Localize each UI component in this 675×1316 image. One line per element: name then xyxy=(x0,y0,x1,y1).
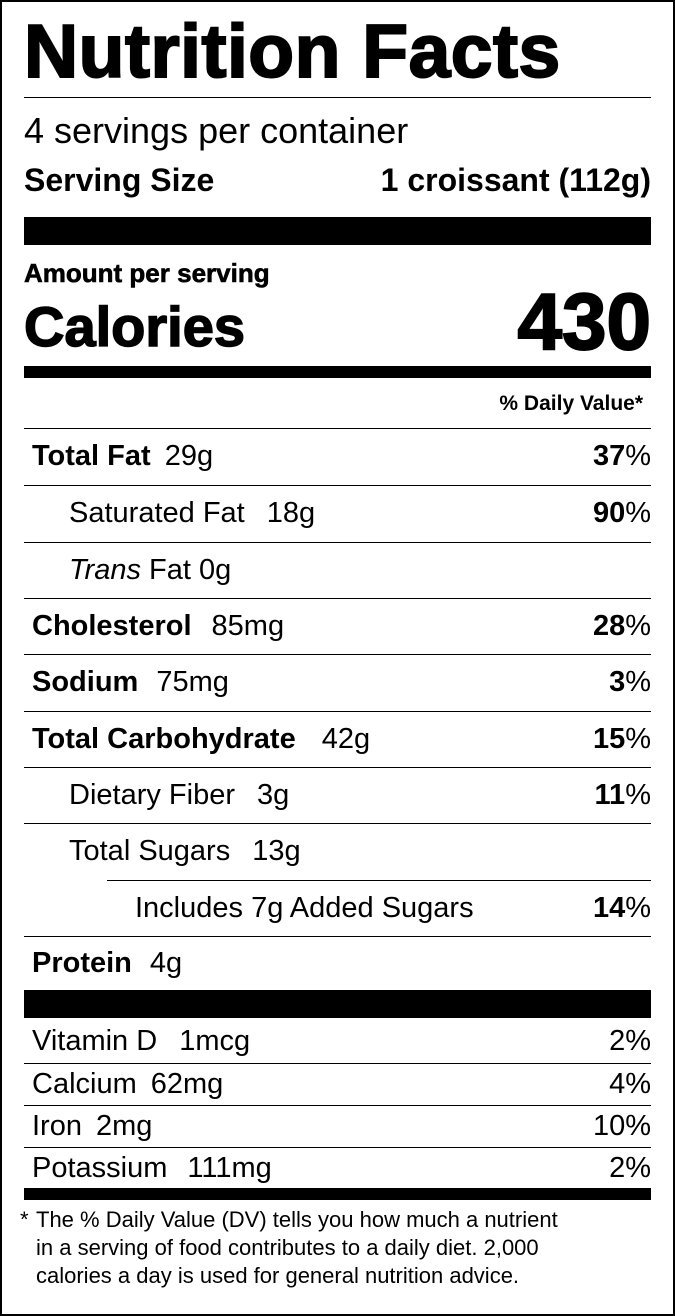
vitamin-dv: 10% xyxy=(592,1110,651,1142)
amount-per-serving: Amount per serving xyxy=(24,258,270,289)
dv-value: 3 xyxy=(609,666,626,698)
vitamin-name: Vitamin D xyxy=(32,1024,158,1057)
nutrient-row: Protein 4g xyxy=(24,936,651,990)
footnote-line: in a serving of food contributes to a da… xyxy=(36,1235,539,1260)
thick-bar xyxy=(24,990,651,1018)
nutrient-name-italic: Trans xyxy=(69,554,141,586)
nutrient-name: Total Carbohydrate xyxy=(32,723,296,755)
calories-label: Calories xyxy=(23,294,246,359)
nutrient-row: Sodium 75mg 3% xyxy=(24,654,651,710)
medium-bar xyxy=(24,366,651,378)
serving-size-value: 1 croissant (112g) xyxy=(380,162,651,198)
nutrient-amount: 75mg xyxy=(156,666,229,698)
nutrient-name: Dietary Fiber xyxy=(69,779,235,811)
nutrient-name: Cholesterol xyxy=(32,610,192,642)
vitamin-amount: 1mcg xyxy=(179,1024,251,1057)
nutrient-row: Includes 7g Added Sugars 14% xyxy=(107,880,651,936)
dv-value: 11 xyxy=(594,779,626,811)
nutrient-amount: 4g xyxy=(149,947,183,979)
vitamin-amount: 111mg xyxy=(187,1152,272,1184)
nutrient-name: Fat xyxy=(149,554,191,586)
nutrient-row: Total Carbohydrate 42g 15% xyxy=(24,711,651,767)
nutrient-row: Total Fat 29g 37% xyxy=(24,428,651,484)
dv-header: % Daily Value* xyxy=(499,392,643,415)
footnote-line: The % Daily Value (DV) tells you how muc… xyxy=(36,1207,558,1232)
vitamin-row: Iron 2mg 10% xyxy=(24,1105,651,1147)
footnote: * The % Daily Value (DV) tells you how mu… xyxy=(20,1206,558,1290)
rule xyxy=(24,97,651,98)
nutrient-name: Total Fat xyxy=(32,440,151,472)
nutrient-name: Protein xyxy=(32,947,132,979)
vitamin-dv: 4% xyxy=(609,1068,651,1100)
dv-unit: % xyxy=(625,779,651,811)
dv-value: 15 xyxy=(592,723,626,755)
nutrient-amount: 13g xyxy=(252,835,301,867)
serving-size: Serving Size 1 croissant (112g) xyxy=(24,162,651,199)
dv-unit: % xyxy=(625,610,651,642)
vitamin-dv: 2% xyxy=(609,1152,651,1184)
nutrient-amount: 0g xyxy=(198,554,232,586)
vitamin-row: Potassium 111mg 2% xyxy=(24,1147,651,1189)
servings: 4 servings per container xyxy=(24,110,409,151)
calories-value: 430 xyxy=(517,276,652,367)
vitamin-row: Calcium 62mg 4% xyxy=(24,1063,651,1105)
thick-bar xyxy=(24,217,651,245)
vitamin-amount: 2mg xyxy=(95,1110,153,1142)
nutrient-amount: 29g xyxy=(164,440,214,472)
vitamin-row: Vitamin D 1mcg 2% xyxy=(24,1020,651,1062)
dv-value: 28 xyxy=(592,610,626,642)
nutrient-amount: 18g xyxy=(266,497,316,529)
dv-unit: % xyxy=(625,892,651,924)
title: Nutrition Facts xyxy=(23,8,561,94)
nutrient-row: Trans Fat 0g xyxy=(24,542,651,598)
dv-value: 90 xyxy=(592,497,626,529)
nutrient-row: Saturated Fat 18g 90% xyxy=(24,485,651,541)
footnote-marker: * xyxy=(20,1207,29,1232)
dv-unit: % xyxy=(625,666,651,698)
nutrient-row: Cholesterol 85mg 28% xyxy=(24,598,651,654)
nutrient-name: Saturated Fat xyxy=(69,497,245,529)
nutrient-row: Total Sugars 13g xyxy=(24,823,651,879)
nutrient-amount: 3g xyxy=(257,779,290,811)
serving-size-label: Serving Size xyxy=(24,162,215,198)
nutrient-name: Includes 7g Added Sugars xyxy=(135,892,474,924)
nutrient-name: Total Sugars xyxy=(69,835,231,867)
vitamin-dv: 2% xyxy=(609,1024,651,1057)
dv-unit: % xyxy=(625,440,651,472)
nutrient-amount: 42g xyxy=(321,723,371,755)
dv-value: 14 xyxy=(592,892,626,924)
vitamin-amount: 62mg xyxy=(150,1068,224,1100)
dv-unit: % xyxy=(625,723,651,755)
nutrient-amount: 85mg xyxy=(211,610,285,642)
dv-value: 37 xyxy=(592,440,626,472)
vitamin-name: Potassium xyxy=(32,1152,168,1184)
medium-bar xyxy=(24,1188,651,1200)
vitamin-name: Calcium xyxy=(32,1068,137,1100)
footnote-line: calories a day is used for general nutri… xyxy=(36,1263,520,1288)
nutrient-row: Dietary Fiber 3g 11% xyxy=(24,767,651,823)
dv-unit: % xyxy=(625,497,651,529)
nutrient-name: Sodium xyxy=(32,666,139,698)
vitamin-name: Iron xyxy=(32,1110,82,1142)
